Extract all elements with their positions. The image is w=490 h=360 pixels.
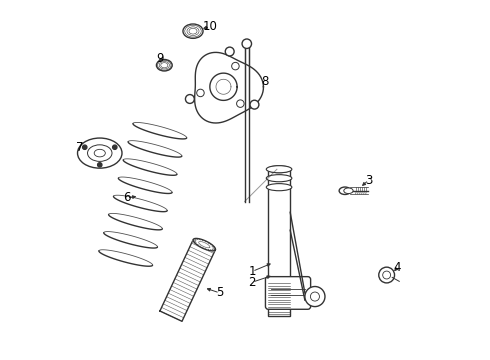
Text: 5: 5	[216, 287, 223, 300]
Polygon shape	[195, 53, 264, 123]
Circle shape	[83, 145, 87, 149]
Text: 7: 7	[76, 141, 84, 154]
Ellipse shape	[266, 184, 292, 191]
Text: 2: 2	[248, 276, 256, 289]
Text: 8: 8	[261, 75, 269, 88]
Circle shape	[185, 95, 195, 103]
Circle shape	[225, 47, 234, 56]
Circle shape	[383, 271, 391, 279]
Text: 3: 3	[365, 174, 372, 186]
Circle shape	[242, 39, 251, 49]
Ellipse shape	[266, 175, 292, 182]
Circle shape	[250, 100, 259, 109]
Polygon shape	[160, 239, 215, 321]
FancyBboxPatch shape	[266, 276, 311, 309]
Circle shape	[237, 100, 244, 107]
Ellipse shape	[344, 188, 353, 194]
Ellipse shape	[268, 166, 290, 172]
Circle shape	[310, 292, 319, 301]
Text: 10: 10	[203, 20, 218, 33]
Ellipse shape	[77, 138, 122, 168]
Text: 9: 9	[156, 51, 163, 64]
Bar	[268, 169, 290, 316]
Circle shape	[232, 62, 239, 70]
Ellipse shape	[94, 149, 105, 157]
Text: 6: 6	[123, 192, 130, 204]
Polygon shape	[210, 73, 237, 100]
Circle shape	[98, 163, 102, 167]
Ellipse shape	[88, 145, 112, 161]
Text: 4: 4	[393, 261, 401, 274]
Circle shape	[305, 287, 325, 307]
Circle shape	[113, 145, 117, 149]
Circle shape	[196, 89, 204, 97]
Ellipse shape	[183, 24, 203, 39]
Ellipse shape	[339, 187, 351, 194]
Circle shape	[379, 267, 394, 283]
Ellipse shape	[156, 59, 172, 71]
Ellipse shape	[266, 166, 292, 173]
Text: 1: 1	[248, 265, 256, 278]
Polygon shape	[193, 238, 216, 251]
